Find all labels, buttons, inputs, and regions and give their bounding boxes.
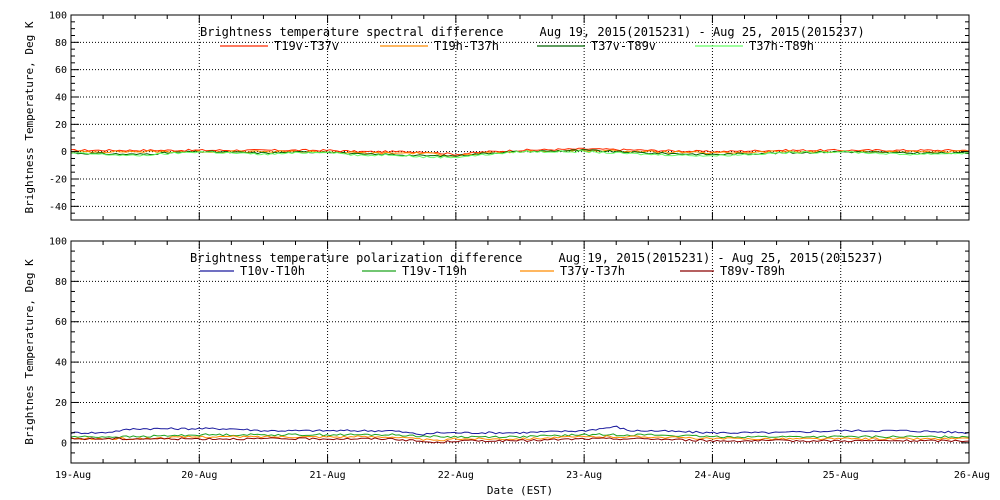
- legend-label-T19h-T37h: T19h-T37h: [434, 39, 499, 53]
- chart-panel-1: -40 -20 0 20 40 60 80 100 Brightness temperature…: [23, 11, 970, 221]
- series-line-T89v-T89h: [70, 437, 970, 444]
- y-tick-label: -20: [49, 175, 67, 186]
- y-axis-title: Brightnes Temperature, Deg K: [23, 259, 36, 445]
- y-tick-label: 40: [55, 93, 67, 104]
- x-tick-label: 25-Aug: [823, 470, 859, 481]
- legend-label-T10v-T10h: T10v-T10h: [240, 264, 305, 278]
- series-line-T10v-T10h: [70, 425, 970, 436]
- y-tick-label: 0: [61, 438, 67, 449]
- y-tick-label: 80: [55, 38, 67, 49]
- y-tick-label: 100: [49, 11, 67, 22]
- x-tick-label: 21-Aug: [310, 470, 346, 481]
- legend-label-T89v-T89h: T89v-T89h: [720, 264, 785, 278]
- chart-panel-2: 0 20 40 60 80 100 19-Aug 20-Aug 21-Aug 22-Aug 23-A…: [23, 237, 990, 498]
- y-tick-label: 60: [55, 65, 67, 76]
- series-line-T37h-T89h: [70, 150, 969, 159]
- y-tick-label: 60: [55, 317, 67, 328]
- x-axis-title: Date (EST): [487, 484, 553, 497]
- y-axis-title: Brightness Temperature, Deg K: [23, 21, 36, 213]
- x-tick-label: 20-Aug: [181, 470, 217, 481]
- chart-title: Brightness temperature spectral differen…: [200, 25, 865, 39]
- y-tick-label: 100: [49, 237, 67, 248]
- x-tick-label: 23-Aug: [566, 470, 602, 481]
- series-line-T19v-T19h: [70, 433, 970, 439]
- x-tick-label: 26-Aug: [954, 470, 990, 481]
- plot-frame: [70, 14, 970, 221]
- y-tick-label: 0: [61, 147, 67, 158]
- x-tick-label: 19-Aug: [55, 470, 91, 481]
- legend-label-T37v-T37h: T37v-T37h: [560, 264, 625, 278]
- legend-label-T37v-T89v: T37v-T89v: [591, 39, 656, 53]
- legend-label-T37h-T89h: T37h-T89h: [749, 39, 814, 53]
- series-line-T19v-T37v: [70, 147, 970, 156]
- y-tick-label: 20: [55, 120, 67, 131]
- x-tick-label: 22-Aug: [438, 470, 474, 481]
- y-tick-label: 20: [55, 398, 67, 409]
- chart-title: Brightness temperature polarization diff…: [190, 251, 884, 265]
- y-tick-label: -40: [49, 202, 67, 213]
- legend-label-T19v-T37v: T19v-T37v: [274, 39, 339, 53]
- x-tick-label: 24-Aug: [694, 470, 730, 481]
- legend-label-T19v-T19h: T19v-T19h: [402, 264, 467, 278]
- y-tick-label: 80: [55, 277, 67, 288]
- y-tick-label: 40: [55, 358, 67, 369]
- plot-frame: [70, 240, 970, 464]
